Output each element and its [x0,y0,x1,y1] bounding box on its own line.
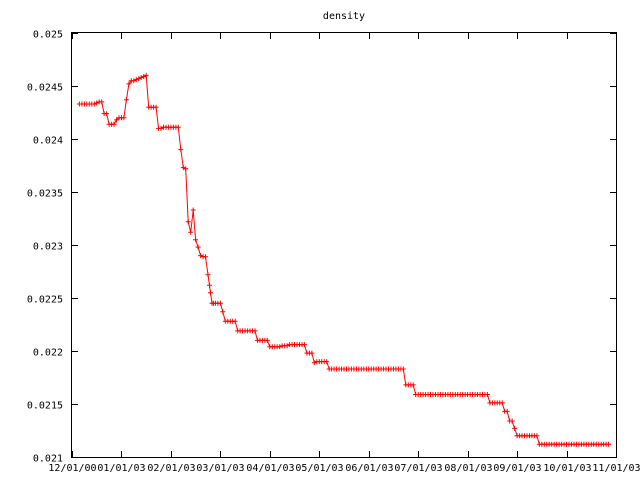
data-point-marker [180,165,186,171]
data-point-marker [104,111,110,117]
data-point-marker [141,74,147,79]
data-point-marker [264,337,270,343]
y-tick-label: 0.0235 [27,189,63,200]
data-point-marker [217,300,223,306]
x-tick-label: 01/01/03 [97,463,145,474]
x-tick-label: 11/01/03 [592,463,640,474]
data-point-marker [232,318,238,324]
data-point-marker [136,76,142,82]
x-tick-label: 05/01/03 [295,463,343,474]
x-tick-label: 08/01/03 [444,463,492,474]
y-tick-label: 0.022 [33,348,63,359]
data-point-marker [512,425,518,431]
data-point-marker [126,81,132,87]
data-point-marker [131,78,137,84]
data-point-marker [195,244,201,250]
data-point-marker [208,290,213,296]
data-point-marker [301,342,307,348]
y-axis: 0.021 0.0215 0.022 0.0225 0.023 0.0235 0.024 0.… [27,30,616,465]
data-point-marker [158,125,164,131]
x-tick-label: 07/01/03 [394,463,442,474]
data-point-marker [193,237,199,243]
data-point-marker [121,115,127,121]
data-point-marker [185,219,191,225]
data-point-marker [309,350,315,356]
data-point-marker [284,343,290,349]
data-point-marker [499,400,505,406]
data-point-marker [400,366,406,372]
data-point-marker [504,408,510,414]
data-point-marker [198,253,204,259]
data-point-marker [252,328,258,334]
x-axis: 12/01/00 01/01/03 02/01/03 03/01/03 04/01/03… [48,33,640,474]
y-tick-label: 0.025 [33,30,63,41]
series-density [76,72,612,447]
y-tick-label: 0.024 [33,136,63,147]
data-point-marker [111,121,117,127]
x-tick-label: 04/01/03 [246,463,294,474]
chart-title: density [323,11,365,22]
data-point-marker [311,360,317,366]
data-point-marker [188,229,194,235]
data-point-marker [183,166,189,172]
data-point-marker [190,207,196,213]
x-tick-label: 06/01/03 [345,463,393,474]
data-point-marker [220,309,226,315]
data-point-marker [94,100,100,106]
plot-frame [71,32,617,458]
data-point-marker [277,344,283,350]
data-point-marker [606,441,612,447]
data-point-marker [175,124,181,130]
data-point-marker [123,97,129,103]
data-point-marker [534,433,540,439]
x-tick-label: 02/01/03 [147,463,195,474]
x-tick-label: 03/01/03 [196,463,244,474]
data-point-marker [178,147,184,153]
x-tick-label: 09/01/03 [493,463,541,474]
data-point-marker [203,254,208,260]
data-point-marker [99,99,105,105]
data-point-marker [324,359,330,365]
y-tick-label: 0.0225 [27,295,63,306]
data-point-marker [91,101,97,107]
y-tick-label: 0.021 [33,454,63,465]
y-tick-label: 0.0215 [27,401,63,412]
x-tick-label: 10/01/03 [543,463,591,474]
data-point-marker [207,282,212,288]
y-tick-label: 0.023 [33,242,63,253]
data-point-marker [153,104,159,110]
x-tick-label: 12/01/00 [48,463,96,474]
data-point-marker [133,77,139,83]
y-tick-label: 0.0245 [27,83,63,94]
data-point-marker [138,75,144,80]
data-point-marker [410,382,416,388]
data-point-marker [484,392,490,397]
data-point-marker [509,418,515,424]
data-point-marker [205,272,211,278]
data-point-marker [143,72,149,78]
